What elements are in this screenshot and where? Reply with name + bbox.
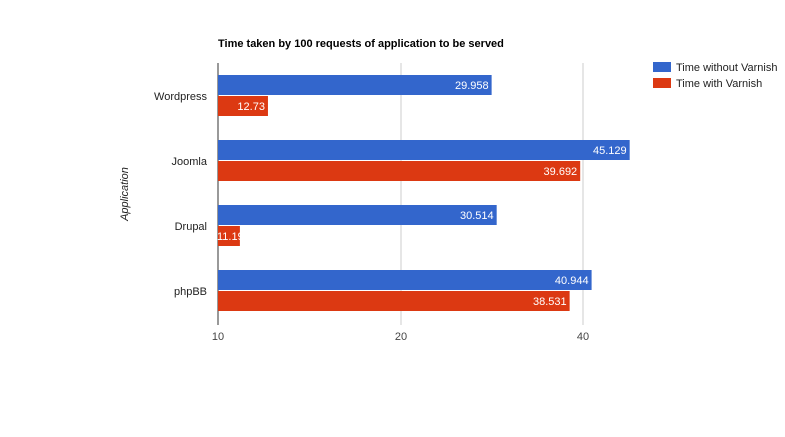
x-tick-labels: 10 20 40 <box>212 331 589 343</box>
x-tick-label: 10 <box>212 331 224 343</box>
chart-title: Time taken by 100 requests of applicatio… <box>218 38 504 50</box>
category-label: Joomla <box>172 156 208 168</box>
legend-label: Time with Varnish <box>676 78 762 90</box>
data-label: 30.514 <box>460 210 494 222</box>
bars <box>218 75 630 311</box>
y-axis-label: Application <box>119 167 131 222</box>
bar <box>218 96 268 116</box>
data-label: 29.958 <box>455 80 489 92</box>
data-label: 11.197 <box>217 231 250 243</box>
x-tick-label: 40 <box>577 331 589 343</box>
category-label: phpBB <box>174 286 207 298</box>
data-label: 39.692 <box>544 166 578 178</box>
data-labels: 29.958 12.73 45.129 39.692 30.514 11.197 40.94… <box>217 80 627 308</box>
bar <box>218 140 630 160</box>
bar <box>218 270 592 290</box>
category-label: Drupal <box>175 221 207 233</box>
data-label: 12.73 <box>237 101 265 113</box>
category-label: Wordpress <box>154 91 207 103</box>
x-tick-label: 20 <box>395 331 407 343</box>
bar <box>218 291 570 311</box>
legend-label: Time without Varnish <box>676 62 777 74</box>
bar <box>218 75 492 95</box>
category-labels: Wordpress Joomla Drupal phpBB <box>154 91 208 298</box>
data-label: 38.531 <box>533 296 567 308</box>
legend: Time without Varnish Time with Varnish <box>653 62 777 90</box>
data-label: 45.129 <box>593 145 627 157</box>
bar <box>218 161 581 181</box>
bar <box>218 226 240 246</box>
legend-swatch <box>653 62 671 72</box>
legend-swatch <box>653 78 671 88</box>
bar <box>218 205 497 225</box>
data-label: 40.944 <box>555 275 589 287</box>
